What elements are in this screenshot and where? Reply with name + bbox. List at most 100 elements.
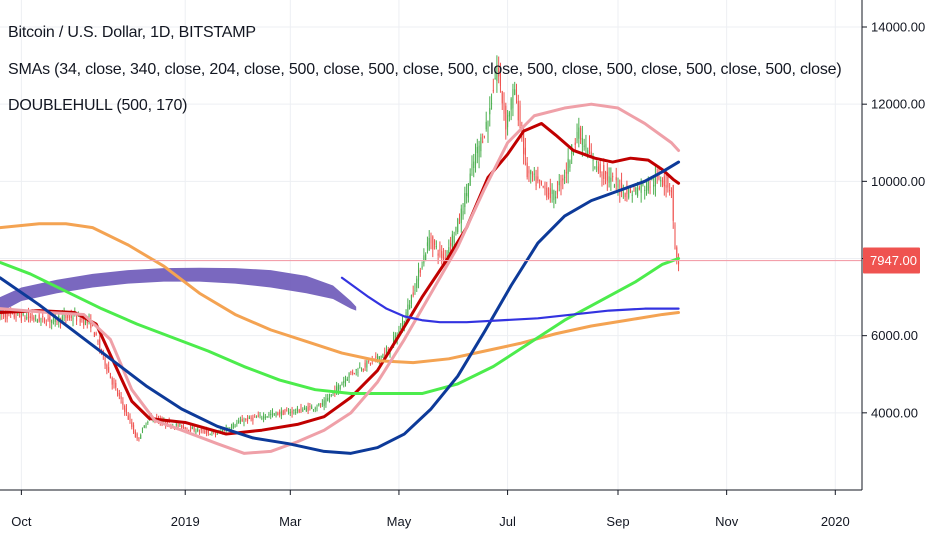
series-line-sma-pink xyxy=(0,102,681,455)
candle-body xyxy=(336,386,338,391)
candle-body xyxy=(259,414,261,416)
candle-body xyxy=(601,174,603,176)
candle-body xyxy=(327,398,329,401)
hull-band xyxy=(0,267,357,313)
candle-body xyxy=(346,378,348,381)
candle-body xyxy=(127,415,129,420)
candle-body xyxy=(136,433,138,439)
candle-body xyxy=(624,193,626,198)
candle-body xyxy=(106,365,108,371)
candle-body xyxy=(574,142,576,145)
candle-body xyxy=(626,188,628,195)
candle-body xyxy=(129,415,131,421)
candle-body xyxy=(293,409,295,411)
candle-body xyxy=(535,176,537,187)
candle-body xyxy=(537,176,539,182)
candle-body xyxy=(305,407,307,412)
x-tick-label: May xyxy=(387,514,412,529)
candle-body xyxy=(270,413,272,416)
candle-body xyxy=(553,190,555,200)
candle-body xyxy=(239,420,241,422)
candle-body xyxy=(483,136,485,138)
candle-body xyxy=(382,354,384,358)
candle-body xyxy=(245,419,247,421)
candle-body xyxy=(471,163,473,171)
candle-body xyxy=(599,163,601,173)
candle-body xyxy=(166,420,168,426)
candle-body xyxy=(193,426,195,431)
candle-body xyxy=(562,178,564,181)
sma-legend[interactable]: SMAs (34, close, 340, close, 204, close,… xyxy=(8,61,842,78)
candle-body xyxy=(298,409,300,413)
candle-body xyxy=(533,173,535,175)
candle-body xyxy=(302,409,304,412)
hull-legend[interactable]: DOUBLEHULL (500, 170) xyxy=(8,97,188,114)
candle-body xyxy=(649,186,651,188)
candle-body xyxy=(524,147,526,156)
y-tick-label: 10000.00 xyxy=(871,174,925,189)
x-tick-label: Mar xyxy=(279,514,302,529)
series-line-sma-navy xyxy=(0,160,681,455)
candle-body xyxy=(232,423,234,428)
candle-body xyxy=(131,422,133,428)
candle-body xyxy=(284,410,286,413)
candle-body xyxy=(628,189,630,198)
candle-body xyxy=(588,145,591,154)
candle-body xyxy=(455,226,457,232)
candle-body xyxy=(325,398,327,405)
candle-body xyxy=(120,396,122,399)
candle-body xyxy=(501,91,503,104)
candle-body xyxy=(369,363,371,365)
candle-body xyxy=(451,234,453,248)
candle-body xyxy=(238,420,240,424)
candle-body xyxy=(321,402,323,406)
candle-body xyxy=(555,196,557,199)
candle-body xyxy=(670,190,672,193)
candle-body xyxy=(631,194,633,196)
candle-body xyxy=(279,412,281,415)
candle-body xyxy=(117,390,119,395)
candle-body xyxy=(394,335,396,338)
candle-body xyxy=(581,137,583,145)
candle-body xyxy=(414,290,416,292)
x-tick-label: Nov xyxy=(715,514,739,529)
candle-body xyxy=(505,105,507,130)
candle-body xyxy=(567,158,569,174)
candle-body xyxy=(182,426,184,428)
candle-body xyxy=(252,417,254,421)
x-tick-label: Oct xyxy=(11,514,32,529)
candle-body xyxy=(13,312,15,318)
candle-body xyxy=(613,184,615,188)
candle-body xyxy=(230,425,233,429)
candle-body xyxy=(83,318,85,326)
series-line-sma-340 xyxy=(0,222,681,365)
candle-body xyxy=(277,412,279,415)
candle-body xyxy=(95,332,97,335)
candle-body xyxy=(234,425,236,427)
candle-body xyxy=(460,208,462,224)
candle-body xyxy=(421,266,423,268)
candle-body xyxy=(268,414,270,416)
candle-body xyxy=(248,416,250,419)
candle-body xyxy=(494,77,496,80)
candle-body xyxy=(674,225,676,250)
candle-body xyxy=(640,184,642,193)
candle-body xyxy=(86,320,88,324)
candle-body xyxy=(186,428,188,430)
candle-body xyxy=(512,89,514,109)
candle-body xyxy=(551,189,553,194)
candle-body xyxy=(282,410,284,416)
candle-body xyxy=(143,425,145,428)
candle-body xyxy=(19,315,21,317)
candle-body xyxy=(27,313,30,319)
candle-body xyxy=(590,151,592,157)
candle-body xyxy=(70,314,72,319)
candle-body xyxy=(474,154,477,165)
candle-body xyxy=(428,237,430,250)
candle-body xyxy=(448,247,450,254)
candle-body xyxy=(320,405,322,407)
axes: 4000.006000.008000.0010000.0012000.00140… xyxy=(0,0,925,529)
chart-title[interactable]: Bitcoin / U.S. Dollar, 1D, BITSTAMP xyxy=(8,24,256,41)
candle-body xyxy=(207,430,209,433)
